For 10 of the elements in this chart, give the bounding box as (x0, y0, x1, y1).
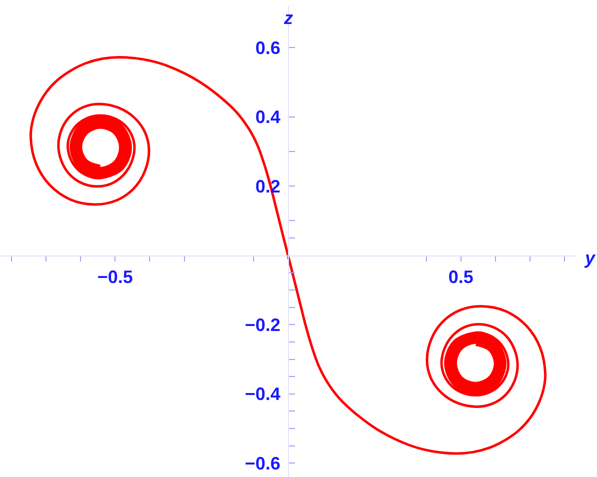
y-tick-label: −0.2 (244, 314, 280, 335)
y-axis-title: z (283, 8, 293, 28)
x-tick-label: 0.5 (448, 266, 474, 287)
y-tick-label: 0.6 (255, 38, 280, 58)
y-tick-label: −0.6 (244, 453, 280, 474)
x-axis-title: y (584, 248, 596, 268)
y-tick-label: 0.4 (255, 107, 280, 128)
y-tick-label: −0.4 (244, 384, 280, 404)
line-series (29, 56, 547, 455)
x-tick-label: −0.5 (97, 266, 133, 287)
